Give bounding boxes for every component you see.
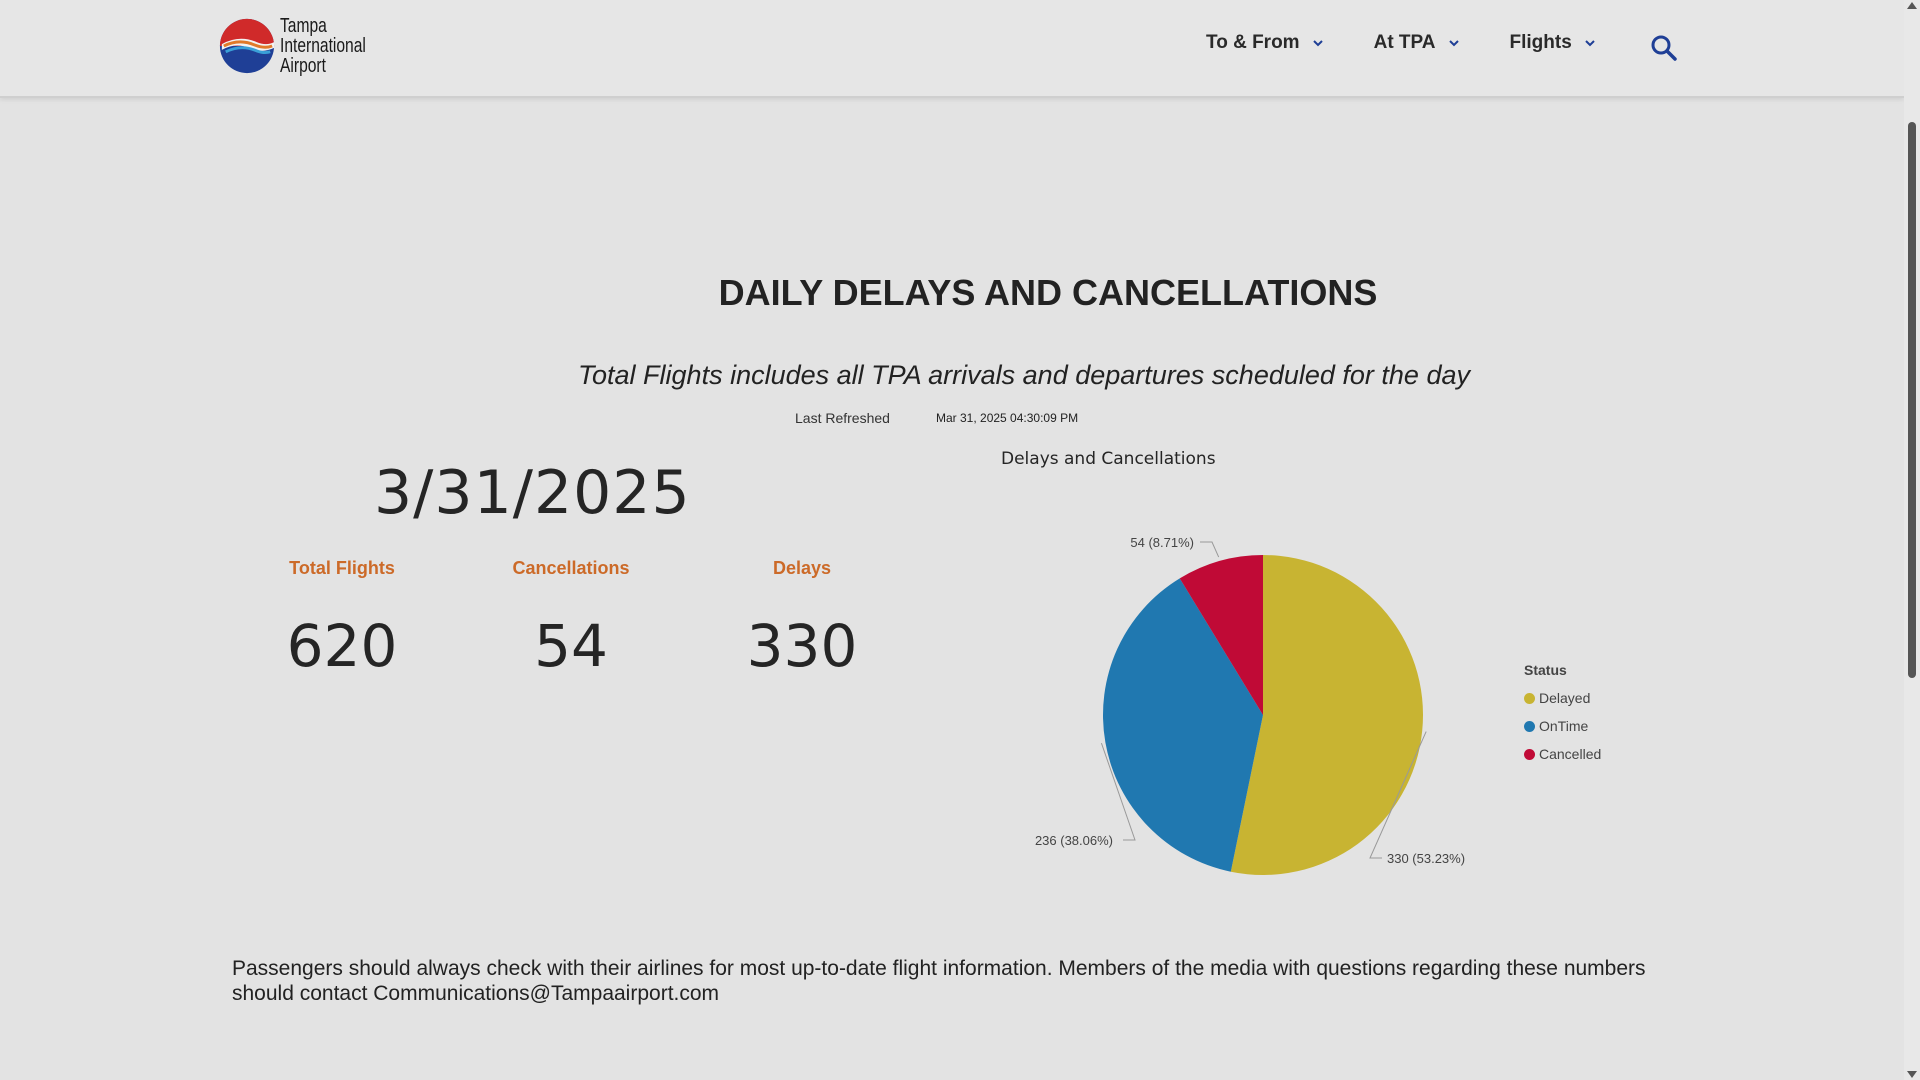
scroll-up-arrow-icon[interactable] — [1907, 2, 1917, 9]
nav-flights[interactable]: Flights — [1510, 32, 1596, 54]
tpa-logo[interactable]: Tampa International Airport — [218, 16, 390, 76]
report-date: 3/31/2025 — [374, 458, 691, 528]
main-nav: To & From At TPA Flights — [1206, 32, 1646, 54]
pie-chart: 330 (53.23%) 236 (38.06%) 54 (8.71%) — [1035, 535, 1465, 875]
chart-title: Delays and Cancellations — [1001, 449, 1216, 469]
pie-leader-line — [1369, 731, 1427, 859]
nav-label: Flights — [1509, 32, 1572, 53]
logo-line: Airport — [280, 55, 326, 77]
chevron-down-icon — [1312, 40, 1323, 47]
legend-dot — [1524, 692, 1535, 704]
pie-leader-line — [1100, 742, 1136, 841]
page-scrollbar[interactable] — [1904, 0, 1920, 1080]
legend-label: OnTime — [1539, 718, 1589, 734]
page-title: DAILY DELAYS AND CANCELLATIONS — [718, 272, 1378, 313]
delays-label: Delays — [772, 558, 832, 578]
legend-label: Delayed — [1539, 690, 1591, 706]
nav-label: To & From — [1206, 32, 1300, 53]
scroll-down-arrow-icon[interactable] — [1907, 1071, 1917, 1078]
logo-line: Tampa — [280, 15, 327, 37]
logo-text: Tampa International Airport — [280, 16, 366, 76]
pie-data-label: 236 (38.06%) — [1035, 833, 1113, 848]
pie-data-label: 54 (8.71%) — [1130, 535, 1194, 550]
legend-dot — [1524, 720, 1535, 732]
nav-at-tpa[interactable]: At TPA — [1374, 32, 1460, 54]
page-subtitle: Total Flights includes all TPA arrivals … — [578, 360, 1470, 390]
cancellations-label: Cancellations — [512, 558, 630, 578]
total-flights-label: Total Flights — [289, 558, 395, 578]
nav-label: At TPA — [1373, 32, 1436, 53]
legend-label: Cancelled — [1539, 746, 1602, 762]
delays-value: 330 — [746, 612, 858, 680]
legend-title: Status — [1524, 662, 1567, 678]
nav-to-from[interactable]: To & From — [1206, 32, 1324, 54]
pie-slice-ontime[interactable] — [1103, 578, 1263, 872]
tpa-logo-icon — [219, 18, 275, 74]
last-refreshed-value: Mar 31, 2025 04:30:09 PM — [936, 411, 1079, 425]
pie-slice-cancelled[interactable] — [1179, 555, 1263, 715]
chevron-down-icon — [1448, 40, 1459, 47]
logo-line: International — [280, 35, 366, 57]
legend-item-cancelled[interactable]: Cancelled — [1524, 740, 1601, 768]
site-header: Tampa International Airport To & From At… — [0, 0, 1904, 98]
total-flights-value: 620 — [286, 612, 398, 680]
pie-data-label: 330 (53.23%) — [1387, 851, 1465, 866]
chevron-down-icon — [1585, 40, 1595, 47]
legend-item-delayed[interactable]: Delayed — [1524, 684, 1601, 712]
cancellations-value: 54 — [534, 612, 608, 680]
pie-leader-line — [1200, 541, 1220, 558]
search-icon[interactable] — [1650, 34, 1678, 62]
scrollbar-thumb[interactable] — [1908, 122, 1916, 678]
pie-slice-delayed[interactable] — [1230, 555, 1423, 875]
last-refreshed-label: Last Refreshed — [795, 410, 890, 426]
legend-item-ontime[interactable]: OnTime — [1524, 712, 1601, 740]
chart-legend: Status Delayed OnTime Cancelled — [1524, 662, 1601, 768]
legend-dot — [1524, 748, 1535, 760]
footer-note: Passengers should always check with thei… — [232, 957, 1646, 1005]
